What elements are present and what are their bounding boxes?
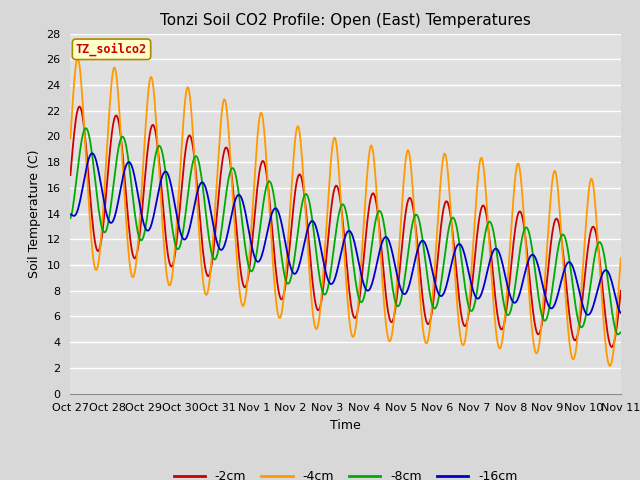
Title: Tonzi Soil CO2 Profile: Open (East) Temperatures: Tonzi Soil CO2 Profile: Open (East) Temp… <box>160 13 531 28</box>
Legend: -2cm, -4cm, -8cm, -16cm: -2cm, -4cm, -8cm, -16cm <box>168 465 523 480</box>
X-axis label: Time: Time <box>330 419 361 432</box>
Text: TZ_soilco2: TZ_soilco2 <box>76 43 147 56</box>
Y-axis label: Soil Temperature (C): Soil Temperature (C) <box>28 149 41 278</box>
